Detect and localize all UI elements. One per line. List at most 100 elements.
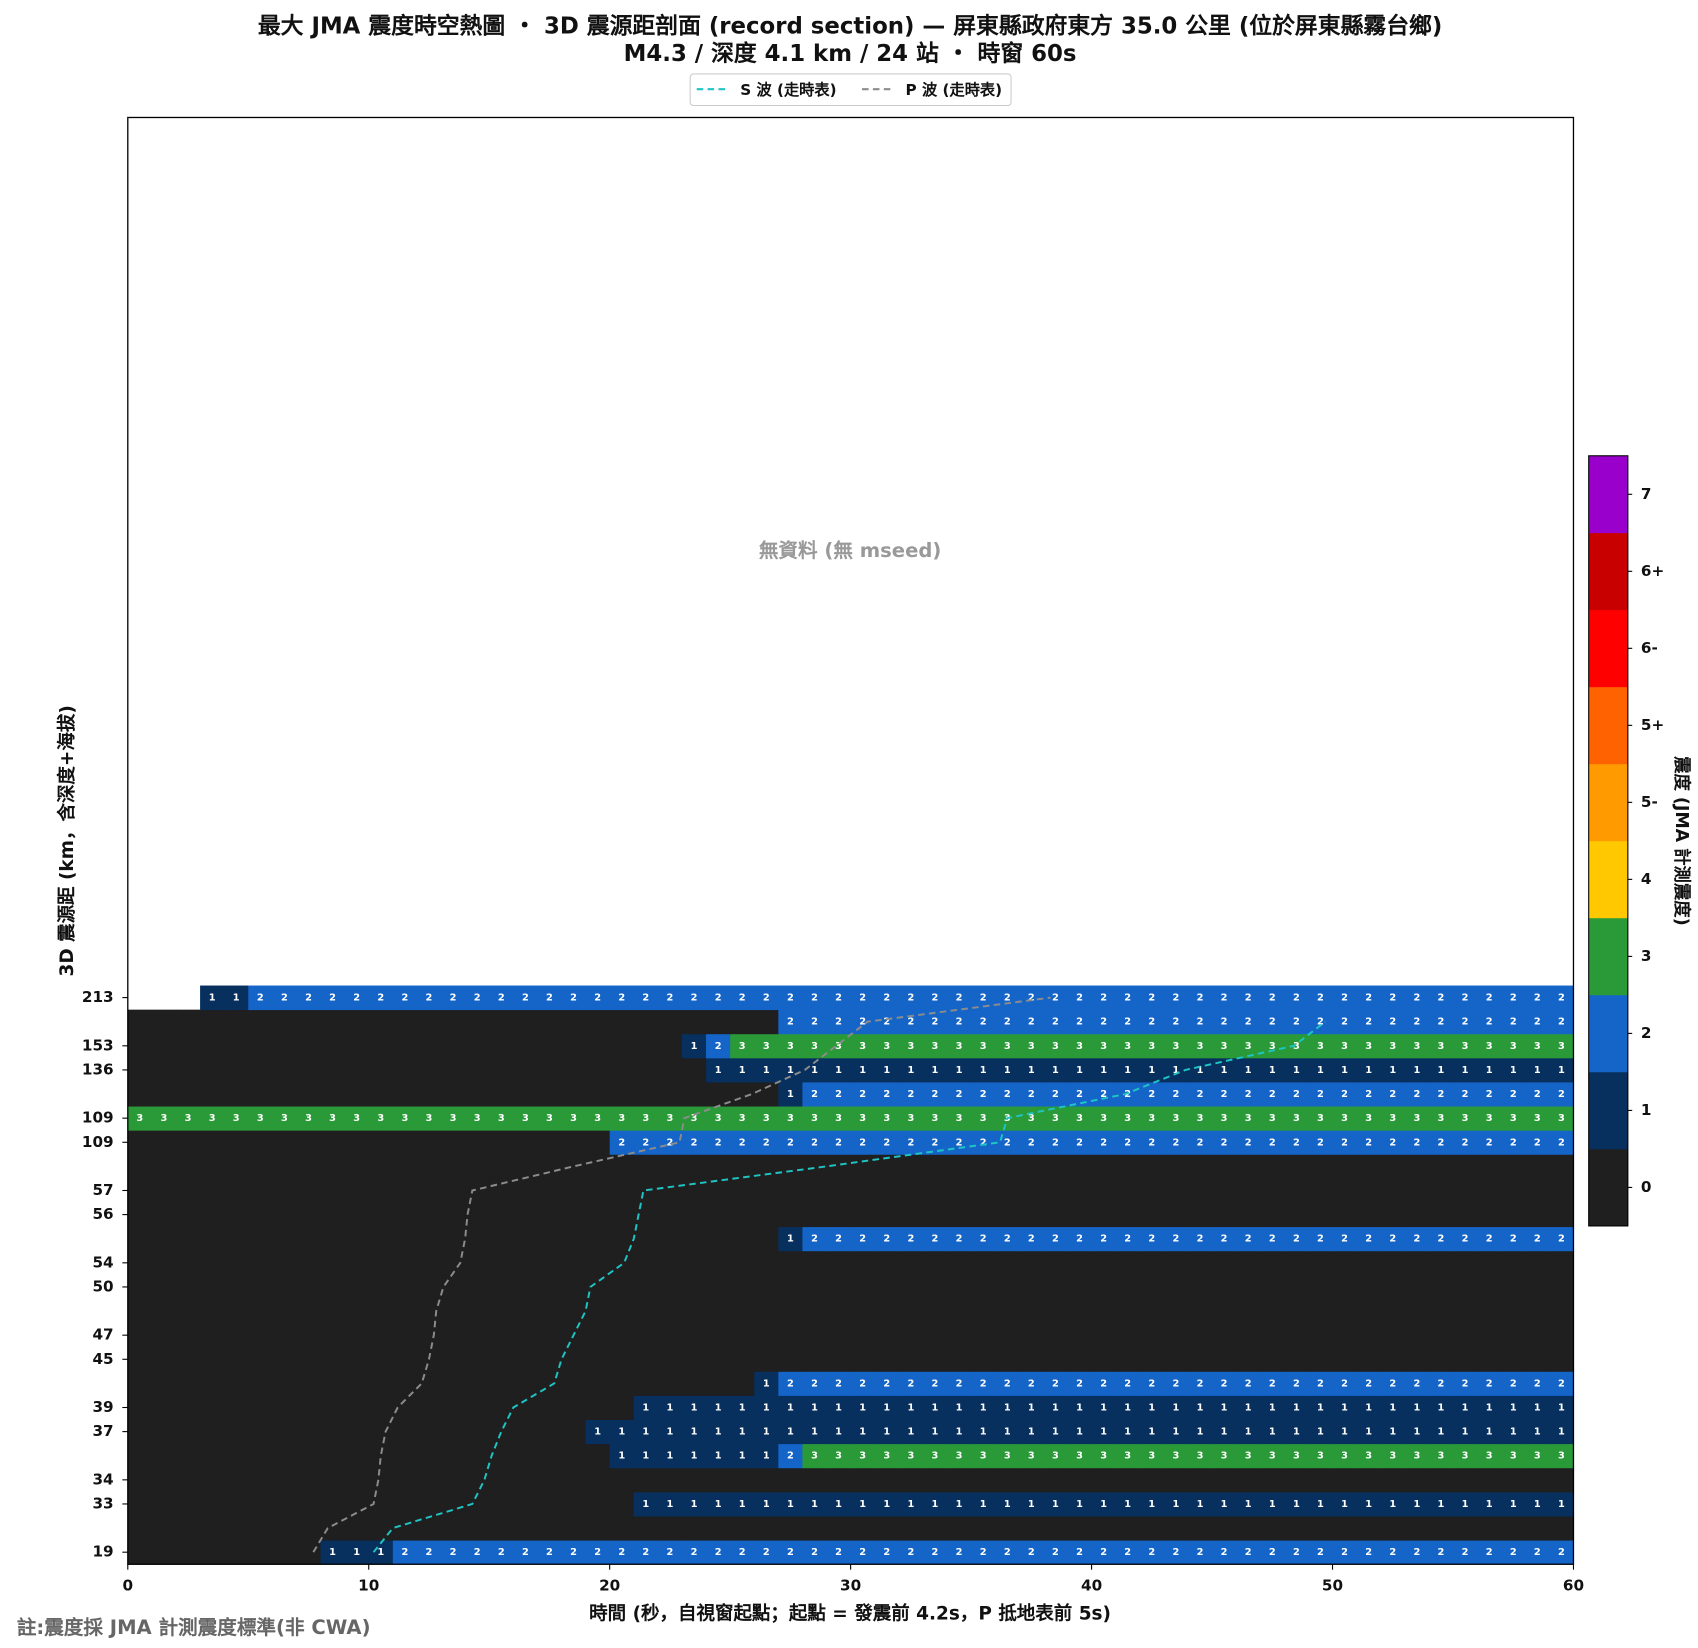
- heatmap-cell: [1260, 1419, 1285, 1445]
- cell-label: 2: [980, 1017, 987, 1028]
- cell-label: 2: [980, 1137, 987, 1148]
- heatmap-cell: [1236, 1202, 1261, 1228]
- cell-label: 1: [1269, 1499, 1276, 1510]
- heatmap-cell: [1139, 1250, 1165, 1276]
- cell-label: 3: [1558, 1041, 1565, 1052]
- heatmap-cell: [754, 1491, 779, 1517]
- heatmap-cell: [1452, 1323, 1478, 1348]
- heatmap-cell: [1477, 1250, 1502, 1276]
- cell-label: 2: [1558, 1089, 1565, 1100]
- cell-label: 2: [642, 1137, 649, 1148]
- heatmap-cell: [922, 1033, 948, 1059]
- heatmap-cell: [1187, 1274, 1213, 1300]
- heatmap-cell: [850, 1009, 876, 1035]
- heatmap-cell: [1019, 1057, 1044, 1083]
- heatmap-cell: [489, 1033, 514, 1059]
- heatmap-cell: [489, 1467, 514, 1493]
- heatmap-cell: [633, 985, 659, 1011]
- cell-label: 1: [691, 1403, 698, 1414]
- heatmap-cell: [1091, 1443, 1117, 1469]
- cell-label: 1: [1293, 1065, 1300, 1076]
- cell-label: 1: [1462, 1499, 1469, 1510]
- heatmap-cell: [922, 1178, 948, 1203]
- heatmap-cell: [1212, 1491, 1237, 1517]
- heatmap-cell: [320, 1347, 346, 1372]
- y-tick-label: 34: [92, 1470, 113, 1488]
- cell-label: 2: [932, 1017, 939, 1028]
- cell-label: 3: [305, 1113, 312, 1124]
- heatmap-cell: [1019, 1033, 1044, 1059]
- y-tick-label: 56: [92, 1205, 113, 1223]
- heatmap-cell: [657, 1419, 683, 1445]
- heatmap-cell: [1308, 1057, 1333, 1083]
- cell-label: 1: [1221, 1065, 1228, 1076]
- heatmap-cell: [1501, 1419, 1526, 1445]
- heatmap-cell: [778, 1491, 803, 1517]
- heatmap-cell: [922, 1323, 948, 1348]
- heatmap-cell: [561, 1009, 587, 1035]
- heatmap-cell: [778, 1540, 803, 1565]
- cell-label: 1: [980, 1427, 987, 1438]
- cell-label: 1: [787, 1499, 794, 1510]
- heatmap-cell: [344, 1467, 370, 1493]
- cell-label: 3: [835, 1041, 842, 1052]
- heatmap-cell: [1163, 1154, 1189, 1179]
- heatmap-cell: [1139, 1274, 1165, 1300]
- heatmap-cell: [416, 1154, 442, 1179]
- heatmap-cell: [1043, 1154, 1068, 1179]
- cell-label: 2: [1173, 993, 1180, 1004]
- heatmap-cell: [1404, 1226, 1430, 1252]
- heatmap-cell: [1139, 1516, 1165, 1541]
- heatmap-cell: [826, 1250, 852, 1276]
- heatmap-cell: [657, 1009, 683, 1035]
- heatmap-cell: [320, 1226, 346, 1252]
- cell-label: 1: [1365, 1427, 1372, 1438]
- heatmap-cell: [1067, 1540, 1093, 1565]
- heatmap-cell: [175, 1009, 201, 1035]
- cell-label: 2: [1389, 1234, 1396, 1245]
- colorbar-swatch: [1588, 532, 1628, 611]
- cell-label: 2: [1510, 1089, 1517, 1100]
- heatmap-cell: [802, 1226, 827, 1252]
- cell-label: 2: [1100, 1017, 1107, 1028]
- heatmap-cell: [947, 1081, 972, 1107]
- heatmap-cell: [1380, 1299, 1406, 1324]
- heatmap-cell: [1404, 1491, 1430, 1517]
- cell-label: 2: [1100, 1234, 1107, 1245]
- cell-label: 2: [1245, 1089, 1252, 1100]
- heatmap-cell: [1139, 1154, 1165, 1179]
- heatmap-cell: [224, 1057, 249, 1083]
- heatmap-cell: [1525, 1081, 1550, 1107]
- heatmap-cell: [175, 1516, 201, 1541]
- heatmap-cell: [1428, 1419, 1454, 1445]
- heatmap-cell: [971, 1371, 996, 1396]
- heatmap-cell: [1380, 1443, 1406, 1469]
- heatmap-cell: [416, 1395, 442, 1420]
- heatmap-cell: [754, 1009, 779, 1035]
- heatmap-cell: [1404, 1178, 1430, 1203]
- heatmap-cell: [1260, 1250, 1285, 1276]
- cell-label: 2: [691, 1547, 698, 1558]
- cell-label: 2: [1413, 1378, 1420, 1389]
- heatmap-cell: [730, 1057, 755, 1083]
- heatmap-cell: [947, 1299, 972, 1324]
- heatmap-cell: [537, 1395, 562, 1420]
- heatmap-cell: [947, 1540, 972, 1565]
- heatmap-cell: [898, 1106, 924, 1131]
- heatmap-cell: [1356, 1202, 1382, 1228]
- heatmap-cell: [778, 1226, 803, 1252]
- heatmap-cell: [224, 1371, 249, 1396]
- heatmap-cell: [1356, 1467, 1382, 1493]
- heatmap-cell: [489, 1057, 514, 1083]
- heatmap-cell: [513, 1033, 538, 1059]
- heatmap-cell: [296, 1347, 321, 1372]
- cell-label: 2: [1341, 1547, 1348, 1558]
- heatmap-cell: [947, 1467, 972, 1493]
- heatmap-cell: [465, 1443, 490, 1469]
- heatmap-cell: [127, 1323, 153, 1348]
- heatmap-cell: [995, 1491, 1020, 1517]
- cell-label: 3: [1389, 1451, 1396, 1462]
- heatmap-cell: [537, 1057, 562, 1083]
- heatmap-cell: [175, 1299, 201, 1324]
- cell-label: 2: [883, 993, 890, 1004]
